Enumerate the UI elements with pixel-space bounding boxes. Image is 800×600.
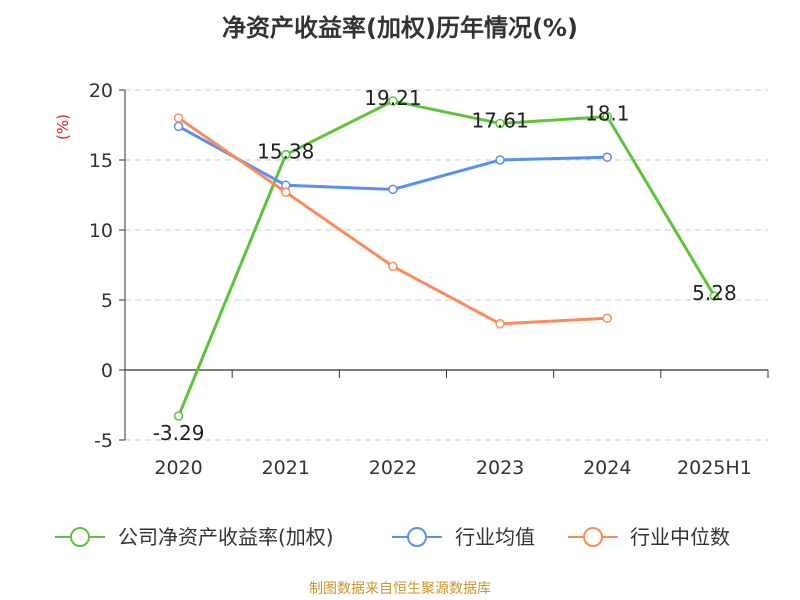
x-tick-label: 2024 xyxy=(583,457,631,479)
data-point xyxy=(388,184,398,195)
x-tick-label: 2021 xyxy=(262,457,310,479)
legend-label: 行业均值 xyxy=(455,525,535,549)
legend-label: 行业中位数 xyxy=(630,525,730,549)
legend-label: 公司净资产收益率(加权) xyxy=(118,525,334,549)
x-tick-label: 2022 xyxy=(369,457,417,479)
y-tick-label: 0 xyxy=(101,360,113,382)
data-point xyxy=(602,152,612,162)
y-tick-label: 5 xyxy=(101,290,113,312)
data-point xyxy=(709,291,720,301)
data-label: 18.1 xyxy=(585,102,630,126)
data-point xyxy=(173,121,184,132)
data-label: -3.29 xyxy=(153,421,205,445)
data-label: 19.21 xyxy=(364,86,421,110)
y-tick-label: 15 xyxy=(89,150,113,172)
data-label: 17.61 xyxy=(471,108,528,132)
series-line xyxy=(177,99,716,417)
y-tick-label: 20 xyxy=(89,80,113,102)
data-point xyxy=(495,118,505,129)
data-point xyxy=(388,261,398,272)
data-source-footer: 制图数据来自恒生聚源数据库 xyxy=(309,581,491,597)
chart-title: 净资产收益率(加权)历年情况(%) xyxy=(222,14,578,42)
series-line xyxy=(177,116,608,326)
x-tick-label: 2020 xyxy=(154,457,202,479)
data-point xyxy=(173,113,184,123)
data-label: 15.38 xyxy=(257,140,314,164)
data-label: 5.28 xyxy=(692,281,737,305)
legend-marker xyxy=(407,527,427,547)
series-line xyxy=(177,125,608,191)
x-tick-label: 2023 xyxy=(476,457,524,479)
data-point xyxy=(495,155,505,165)
y-axis-label: (%) xyxy=(54,114,72,140)
y-tick-label: -5 xyxy=(94,430,113,452)
data-point xyxy=(173,411,184,421)
data-point xyxy=(602,111,612,122)
data-point xyxy=(495,319,505,329)
legend-marker xyxy=(583,527,603,547)
data-point xyxy=(281,187,291,197)
data-point xyxy=(281,149,291,160)
data-point xyxy=(602,313,612,323)
y-tick-label: 10 xyxy=(89,220,113,242)
legend-marker xyxy=(70,527,90,547)
data-point xyxy=(388,96,398,106)
x-tick-label: 2025H1 xyxy=(677,457,752,479)
